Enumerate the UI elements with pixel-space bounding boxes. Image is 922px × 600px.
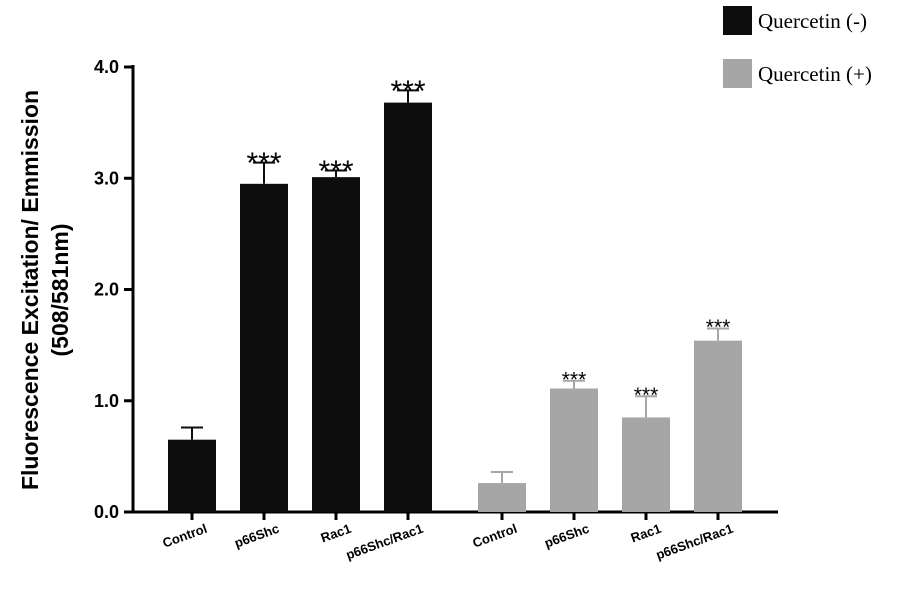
x-tick-label-0-2: Rac1 xyxy=(319,521,353,546)
legend-label-1: Quercetin (+) xyxy=(758,62,872,86)
x-tick-label-1-2: Rac1 xyxy=(629,521,663,546)
significance-label-1-1: *** xyxy=(562,368,587,391)
y-axis-label: Fluorescence Excitation/ Emmission (508/… xyxy=(17,90,73,490)
significance-label-0-2: *** xyxy=(318,155,353,188)
bar-1-3 xyxy=(694,340,742,512)
bar-0-0 xyxy=(168,439,216,512)
x-tick-label-1-3: p66Shc/Rac1 xyxy=(654,521,735,563)
legend-label-0: Quercetin (-) xyxy=(758,9,867,33)
series-1: *** *** *** xyxy=(478,316,742,512)
bar-0-2 xyxy=(312,177,360,512)
bar-0-1 xyxy=(240,183,288,512)
bars: *** *** *** *** *** *** xyxy=(168,75,742,512)
x-tick-label-1-0: Control xyxy=(470,521,519,551)
y-tick-label-0: 0.0 xyxy=(94,502,119,522)
significance-label-0-3: *** xyxy=(390,75,425,108)
bar-1-1 xyxy=(550,388,598,512)
y-tick-label-4: 4.0 xyxy=(94,57,119,77)
series-0: *** *** *** xyxy=(168,75,432,512)
y-tick-label-1: 1.0 xyxy=(94,391,119,411)
significance-label-1-3: *** xyxy=(706,316,731,339)
legend-swatch-0 xyxy=(723,6,752,35)
significance-label-0-1: *** xyxy=(246,147,281,180)
y-axis-label-line-1: Fluorescence Excitation/ Emmission xyxy=(17,90,43,490)
legend-swatch-1 xyxy=(723,59,752,88)
y-tick-label-3: 3.0 xyxy=(94,168,119,188)
x-tick-label-0-1: p66Shc xyxy=(232,521,281,551)
bar-1-2 xyxy=(622,417,670,512)
significance-label-1-2: *** xyxy=(634,384,659,407)
x-tick-label-1-1: p66Shc xyxy=(542,521,591,551)
y-tick-label-2: 2.0 xyxy=(94,280,119,300)
x-tick-label-0-3: p66Shc/Rac1 xyxy=(344,521,425,563)
legend: Quercetin (-) Quercetin (+) xyxy=(723,6,872,88)
bar-0-3 xyxy=(384,102,432,512)
bar-1-0 xyxy=(478,483,526,512)
y-axis-label-line-2: (508/581nm) xyxy=(47,224,73,357)
x-tick-label-0-0: Control xyxy=(160,521,209,551)
